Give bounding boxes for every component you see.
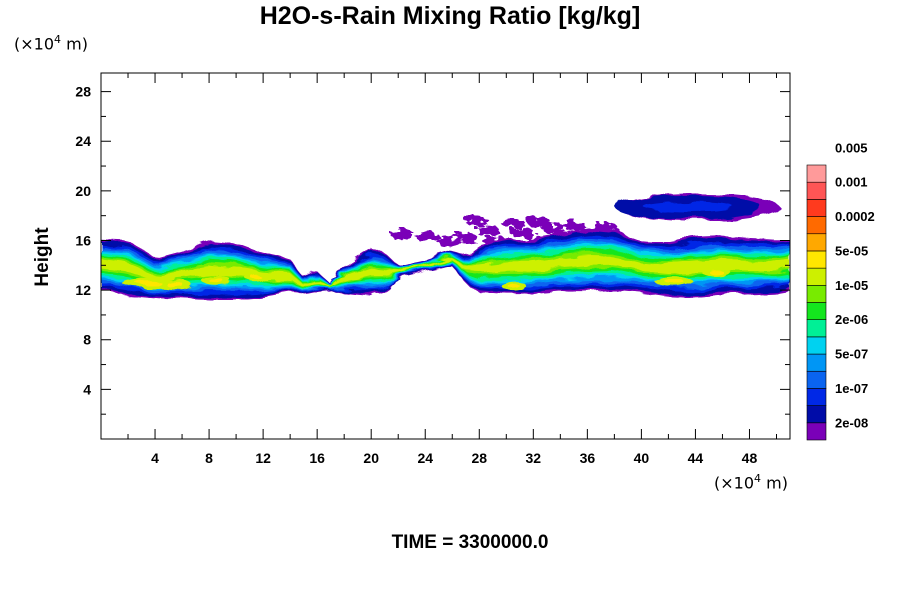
- colorbar-label: 0.0002: [835, 209, 875, 224]
- colorbar-swatch: [806, 216, 827, 235]
- colorbar-label: 0.005: [835, 140, 868, 155]
- x-unit-suffix: m): [761, 473, 788, 493]
- chart-title: H2O-s-Rain Mixing Ratio [kg/kg]: [259, 2, 641, 30]
- colorbar-label: 0.001: [835, 175, 868, 190]
- x-tick-label: 40: [634, 450, 650, 466]
- colorbar-label: 5e-07: [835, 347, 868, 362]
- x-tick-label: 8: [205, 450, 213, 466]
- cloud-hotspot-core: [708, 269, 723, 275]
- y-unit-exponent: 4: [54, 33, 62, 46]
- plot-area-frame: [100, 72, 791, 440]
- colorbar-swatch: [806, 388, 827, 406]
- cloud-field: [101, 193, 790, 300]
- y-axis-unit: (×104 m): [14, 33, 88, 53]
- x-tick-label: 48: [742, 450, 758, 466]
- y-tick-label: 28: [75, 84, 91, 100]
- cirrus-speck: [390, 229, 415, 240]
- cirrus-speck: [561, 220, 586, 231]
- cirrus-speck: [464, 215, 489, 226]
- y-tick-label: 4: [83, 381, 91, 397]
- cirrus-speck: [526, 216, 551, 227]
- colorbar-swatch: [806, 336, 827, 355]
- colorbar-label: 5e-05: [835, 243, 868, 258]
- colorbar-swatch: [806, 250, 827, 269]
- cloud-band: [101, 255, 790, 288]
- colorbar-label: 2e-08: [835, 415, 868, 430]
- cirrus-speck: [541, 223, 566, 234]
- x-tick-label: 24: [417, 450, 433, 466]
- cloud-hotspot-core: [665, 280, 685, 286]
- time-footer: TIME = 3300000.0: [391, 532, 549, 553]
- x-unit-exponent: 4: [754, 472, 762, 485]
- y-unit-prefix: (×10: [14, 34, 55, 54]
- colorbar-swatch: [806, 181, 827, 200]
- x-tick-label: 20: [363, 450, 379, 466]
- cloud-hotspot-core: [166, 282, 184, 288]
- cloud-hotspot-core: [208, 277, 224, 283]
- y-tick-label: 16: [75, 232, 91, 248]
- y-tick-label: 20: [75, 183, 91, 199]
- colorbar-label: 1e-05: [835, 278, 868, 293]
- colorbar-swatch: [806, 233, 827, 252]
- colorbar-label: 1e-07: [835, 381, 868, 396]
- y-unit-suffix: m): [61, 34, 88, 54]
- x-tick-label: 12: [255, 450, 271, 466]
- x-unit-prefix: (×10: [714, 473, 755, 493]
- cirrus-speck: [415, 231, 440, 242]
- y-tick-label: 24: [75, 133, 91, 149]
- x-tick-label: 44: [688, 450, 704, 466]
- colorbar-swatch: [806, 353, 827, 372]
- x-tick-label: 32: [526, 450, 542, 466]
- colorbar-swatch: [806, 422, 827, 441]
- x-tick-label: 4: [151, 450, 159, 466]
- cirrus-speck: [510, 228, 535, 239]
- x-tick-label: 28: [471, 450, 487, 466]
- y-tick-label: 12: [75, 282, 91, 298]
- cloud-hotspot-core: [135, 280, 162, 286]
- x-tick-label: 36: [580, 450, 596, 466]
- colorbar: 2e-08 1e-07 5e-07 2e-06 1e-05 5e-05 0.0002 0.00…: [806, 140, 875, 441]
- colorbar-swatch: [806, 319, 827, 338]
- colorbar-swatch: [806, 164, 827, 183]
- colorbar-swatch: [806, 199, 827, 217]
- colorbar-swatch: [806, 405, 827, 424]
- cirrus-speck: [475, 225, 500, 236]
- colorbar-swatch: [806, 370, 827, 389]
- cirrus-speck: [437, 236, 462, 247]
- colorbar-swatch: [806, 285, 827, 303]
- colorbar-label: 2e-06: [835, 312, 868, 327]
- colorbar-swatch: [806, 267, 827, 286]
- cloud-hotspot-core: [507, 282, 520, 288]
- colorbar-swatch: [806, 302, 827, 320]
- upper-anvil-inner: [643, 201, 734, 212]
- y-tick-label: 8: [83, 332, 91, 348]
- x-axis-unit: (×104 m): [714, 472, 788, 492]
- cirrus-speck: [501, 218, 526, 229]
- cloud-hotspot-core: [250, 275, 262, 281]
- x-tick-label: 16: [309, 450, 325, 466]
